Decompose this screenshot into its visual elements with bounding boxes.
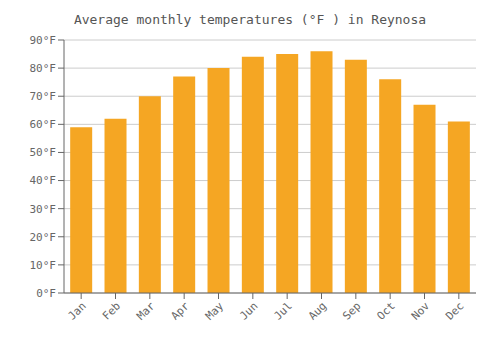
svg-text:70°F: 70°F [30,90,57,103]
svg-text:Jul: Jul [272,299,295,322]
svg-text:Dec: Dec [443,299,466,322]
svg-text:Apr: Apr [169,299,193,323]
svg-text:Oct: Oct [375,299,398,322]
svg-text:Aug: Aug [306,299,329,322]
svg-text:80°F: 80°F [30,62,57,75]
svg-text:Jun: Jun [237,299,260,322]
svg-text:90°F: 90°F [30,34,57,47]
svg-text:30°F: 30°F [30,203,57,216]
svg-text:May: May [203,299,227,323]
svg-text:Feb: Feb [100,299,123,322]
svg-text:20°F: 20°F [30,231,57,244]
svg-text:Mar: Mar [134,299,158,323]
svg-text:Nov: Nov [409,299,433,323]
svg-text:40°F: 40°F [30,174,57,187]
svg-text:50°F: 50°F [30,146,57,159]
svg-text:60°F: 60°F [30,118,57,131]
html-text:Average monthly temperatures (: Average monthly temperatures (°F ) in Re… [73,12,427,27]
svg-text:Sep: Sep [340,299,363,322]
svg-text:10°F: 10°F [30,259,57,272]
svg-text:Jan: Jan [66,299,89,322]
svg-text:0°F: 0°F [36,287,56,300]
